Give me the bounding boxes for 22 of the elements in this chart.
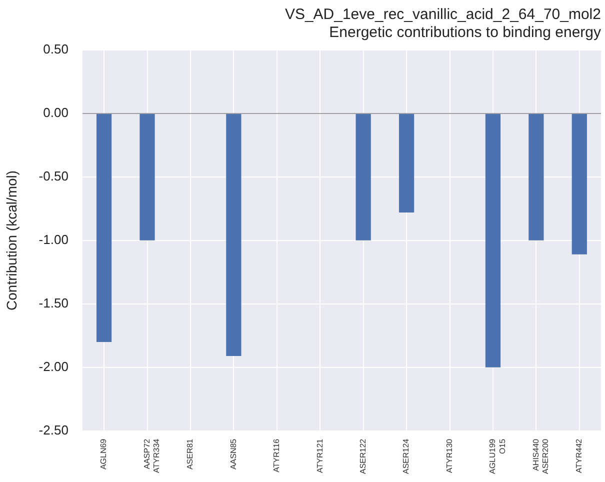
- y-tick-label: -2.50: [38, 422, 68, 438]
- y-tick-label: -0.50: [38, 168, 68, 184]
- y-tick-label: -1.50: [38, 295, 68, 310]
- x-tick-label: AASP72 ATYR334: [142, 438, 162, 473]
- y-tick-label: -1.00: [38, 232, 68, 248]
- y-tick-label: -2.00: [38, 358, 68, 374]
- x-tick-label: ASER124: [402, 438, 411, 474]
- chart-subtitle: Energetic contributions to binding energy: [329, 24, 602, 42]
- y-axis-title: Contribution (kcal/mol): [3, 170, 20, 310]
- x-tick-label: AASN85: [228, 438, 238, 470]
- x-tick-label: ATYR130: [444, 438, 454, 473]
- x-tick-label: AGLU199 O15: [488, 438, 507, 474]
- x-tick-label: ASER122: [358, 438, 368, 474]
- x-tick-label: AHIS440 ASER200: [531, 438, 550, 474]
- x-tick-label: ATYR121: [315, 438, 324, 473]
- y-tick-label: 0.50: [43, 42, 68, 57]
- x-tick-label: AGLN69: [99, 438, 108, 470]
- y-tick-label: 0.00: [43, 105, 68, 120]
- chart-title: VS_AD_1eve_rec_vanillic_acid_2_64_70_mol2: [284, 6, 601, 24]
- x-tick-label: ATYR116: [272, 438, 282, 472]
- x-tick-label: ASER81: [186, 438, 195, 470]
- x-tick-label: ATYR442: [574, 438, 584, 473]
